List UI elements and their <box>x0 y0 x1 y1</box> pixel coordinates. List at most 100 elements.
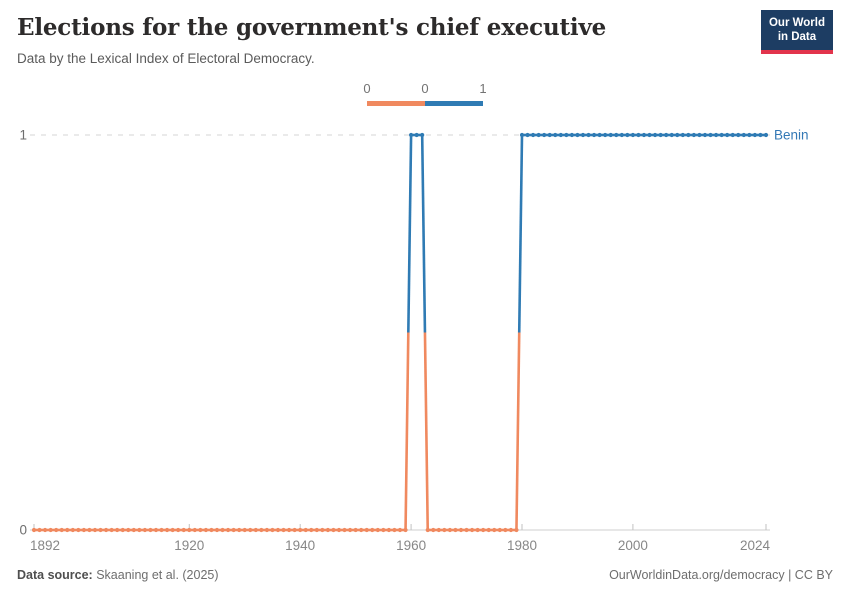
data-point[interactable] <box>375 527 380 533</box>
data-point[interactable] <box>292 527 297 533</box>
owid-logo[interactable]: Our World in Data <box>760 10 833 54</box>
data-point[interactable] <box>131 527 136 533</box>
data-point[interactable] <box>625 132 630 138</box>
data-point[interactable] <box>198 527 203 533</box>
data-point[interactable] <box>525 132 530 138</box>
data-point[interactable] <box>575 132 580 138</box>
data-point[interactable] <box>381 527 386 533</box>
data-point[interactable] <box>397 527 403 533</box>
data-point[interactable] <box>42 527 48 533</box>
data-point[interactable] <box>359 527 364 533</box>
data-point[interactable] <box>580 132 586 138</box>
data-point[interactable] <box>275 527 281 533</box>
data-point[interactable] <box>248 527 253 533</box>
data-point[interactable] <box>264 527 270 533</box>
data-point[interactable] <box>103 527 109 533</box>
data-point[interactable] <box>431 527 436 533</box>
data-point[interactable] <box>270 527 275 533</box>
data-point[interactable] <box>586 132 591 138</box>
data-point[interactable] <box>519 132 525 138</box>
data-point[interactable] <box>486 527 491 533</box>
data-point[interactable] <box>259 527 264 533</box>
data-point[interactable] <box>614 132 619 138</box>
series-transition-segment[interactable] <box>407 134 413 333</box>
data-point[interactable] <box>536 132 541 138</box>
data-point[interactable] <box>403 527 408 533</box>
series-transition-segment[interactable] <box>515 332 521 531</box>
data-point[interactable] <box>652 132 658 138</box>
data-point[interactable] <box>109 527 114 533</box>
data-point[interactable] <box>48 527 53 533</box>
data-point[interactable] <box>608 132 613 138</box>
data-point[interactable] <box>447 527 453 533</box>
data-point[interactable] <box>442 527 447 533</box>
data-source-link[interactable]: Skaaning et al. (2025) <box>96 568 219 582</box>
data-point[interactable] <box>713 132 719 138</box>
data-point[interactable] <box>542 132 547 138</box>
data-point[interactable] <box>458 527 464 533</box>
data-point[interactable] <box>242 527 247 533</box>
data-point[interactable] <box>54 527 59 533</box>
data-point[interactable] <box>453 527 458 533</box>
data-point[interactable] <box>70 527 75 533</box>
data-point[interactable] <box>697 132 702 138</box>
credit-link[interactable]: OurWorldinData.org/democracy | CC BY <box>609 568 833 582</box>
data-point[interactable] <box>98 527 103 533</box>
data-point[interactable] <box>81 527 87 533</box>
data-point[interactable] <box>591 132 597 138</box>
data-point[interactable] <box>730 132 735 138</box>
data-point[interactable] <box>342 527 347 533</box>
data-point[interactable] <box>370 527 375 533</box>
data-point[interactable] <box>392 527 397 533</box>
data-point[interactable] <box>170 527 175 533</box>
data-point[interactable] <box>464 527 469 533</box>
data-point[interactable] <box>214 527 220 533</box>
data-point[interactable] <box>76 527 81 533</box>
data-point[interactable] <box>680 132 685 138</box>
data-point[interactable] <box>331 527 336 533</box>
data-point[interactable] <box>203 527 209 533</box>
data-point[interactable] <box>702 132 708 138</box>
legend-swatch-value-1[interactable] <box>425 101 483 106</box>
data-point[interactable] <box>336 527 342 533</box>
data-point[interactable] <box>126 527 131 533</box>
data-point[interactable] <box>747 132 752 138</box>
data-point[interactable] <box>231 527 236 533</box>
data-point[interactable] <box>364 527 369 533</box>
data-point[interactable] <box>92 527 98 533</box>
series-transition-segment[interactable] <box>517 134 524 333</box>
data-point[interactable] <box>508 527 514 533</box>
data-point[interactable] <box>153 527 159 533</box>
data-point[interactable] <box>530 132 536 138</box>
data-point[interactable] <box>65 527 70 533</box>
data-point[interactable] <box>137 527 142 533</box>
data-point[interactable] <box>320 527 325 533</box>
data-point[interactable] <box>725 132 730 138</box>
data-point[interactable] <box>719 132 724 138</box>
data-point[interactable] <box>142 527 148 533</box>
data-point[interactable] <box>414 132 419 138</box>
data-point[interactable] <box>298 527 303 533</box>
data-point[interactable] <box>475 527 480 533</box>
data-point[interactable] <box>347 527 353 533</box>
data-point[interactable] <box>176 527 181 533</box>
data-point[interactable] <box>115 527 120 533</box>
data-point[interactable] <box>647 132 652 138</box>
data-point[interactable] <box>37 527 42 533</box>
data-point[interactable] <box>286 527 292 533</box>
data-point[interactable] <box>253 527 258 533</box>
legend-swatch-value-0[interactable] <box>367 101 425 106</box>
data-point[interactable] <box>686 132 691 138</box>
series-transition-segment[interactable] <box>420 134 427 333</box>
data-point[interactable] <box>209 527 214 533</box>
data-point[interactable] <box>353 527 358 533</box>
data-point[interactable] <box>187 527 192 533</box>
data-point[interactable] <box>741 132 746 138</box>
data-point[interactable] <box>420 132 425 138</box>
data-point[interactable] <box>603 132 608 138</box>
data-point[interactable] <box>752 132 758 138</box>
data-point[interactable] <box>120 527 125 533</box>
data-point[interactable] <box>597 132 602 138</box>
data-point[interactable] <box>547 132 552 138</box>
